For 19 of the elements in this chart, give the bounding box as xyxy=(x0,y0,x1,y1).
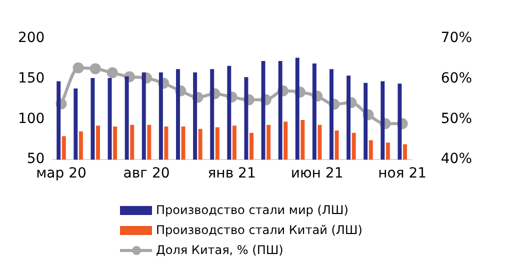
legend-label: Доля Китая, % (ПШ) xyxy=(156,243,284,257)
y2-tick-label: 50% xyxy=(440,110,472,127)
y-tick-label: 150 xyxy=(18,70,45,86)
x-tick-label: мар 20 xyxy=(36,166,86,182)
y-tick-label: 50 xyxy=(26,151,45,168)
y-tick-label: 100 xyxy=(18,110,45,127)
x-tick-label: июн 21 xyxy=(290,166,344,182)
point xyxy=(90,63,101,74)
y2-tick-label: 40% xyxy=(440,151,472,168)
y2-tick-label: 60% xyxy=(440,70,472,86)
x-tick-label: ноя 21 xyxy=(378,166,427,182)
y-tick-label: 200 xyxy=(18,30,45,46)
x-tick-label: янв 21 xyxy=(208,166,256,182)
point xyxy=(106,67,118,78)
x-tick-label: авг 20 xyxy=(123,166,170,182)
point xyxy=(72,62,84,74)
legend-label: Производство стали мир (ЛШ) xyxy=(156,203,348,217)
legend-label: Производство стали Китай (ЛШ) xyxy=(156,223,362,237)
y2-tick-label: 70% xyxy=(440,30,472,46)
